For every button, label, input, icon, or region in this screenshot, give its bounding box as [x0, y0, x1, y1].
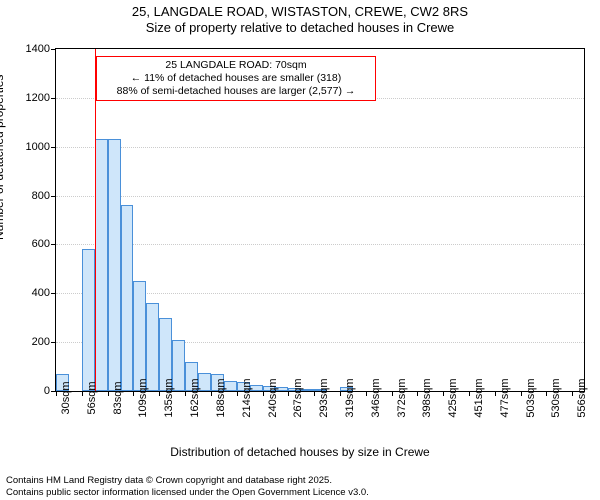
- x-tick-mark: [185, 392, 186, 396]
- x-tick-mark: [443, 392, 444, 396]
- x-tick-label: 372sqm: [396, 378, 408, 417]
- x-tick-mark: [417, 392, 418, 396]
- x-tick-label: 556sqm: [576, 378, 588, 417]
- histogram-bar: [95, 139, 108, 391]
- gridline-h: [56, 147, 584, 148]
- x-tick-mark: [288, 392, 289, 396]
- x-tick-label: 267sqm: [292, 378, 304, 417]
- x-tick-mark: [211, 392, 212, 396]
- y-tick-label: 200: [10, 336, 50, 348]
- x-tick-label: 109sqm: [137, 378, 149, 417]
- x-tick-mark: [263, 392, 264, 396]
- x-tick-mark: [314, 392, 315, 396]
- x-tick-label: 319sqm: [344, 378, 356, 417]
- y-tick-mark: [51, 391, 55, 392]
- annotation-line1: 25 LANGDALE ROAD: 70sqm: [103, 59, 369, 72]
- x-tick-mark: [366, 392, 367, 396]
- y-tick-label: 400: [10, 287, 50, 299]
- x-tick-label: 293sqm: [318, 378, 330, 417]
- chart-title-line1: 25, LANGDALE ROAD, WISTASTON, CREWE, CW2…: [0, 4, 600, 19]
- x-tick-label: 83sqm: [112, 381, 124, 414]
- y-tick-label: 0: [10, 385, 50, 397]
- x-tick-label: 214sqm: [241, 378, 253, 417]
- x-tick-mark: [108, 392, 109, 396]
- y-tick-label: 600: [10, 238, 50, 250]
- y-axis-label: Number of detached properties: [0, 75, 6, 240]
- x-tick-mark: [237, 392, 238, 396]
- gridline-h: [56, 196, 584, 197]
- x-tick-label: 135sqm: [163, 378, 175, 417]
- annotation-line3: 88% of semi-detached houses are larger (…: [103, 85, 369, 98]
- chart-title-line2: Size of property relative to detached ho…: [0, 20, 600, 35]
- y-tick-mark: [51, 244, 55, 245]
- y-tick-mark: [51, 49, 55, 50]
- x-axis-label: Distribution of detached houses by size …: [0, 445, 600, 459]
- attribution: Contains HM Land Registry data © Crown c…: [6, 475, 369, 498]
- annotation-line2: ← 11% of detached houses are smaller (31…: [103, 72, 369, 85]
- x-tick-label: 530sqm: [550, 378, 562, 417]
- x-tick-mark: [56, 392, 57, 396]
- histogram-bar: [133, 281, 146, 391]
- x-tick-label: 30sqm: [60, 381, 72, 414]
- x-tick-label: 477sqm: [499, 378, 511, 417]
- y-tick-label: 1400: [10, 43, 50, 55]
- x-tick-label: 56sqm: [86, 381, 98, 414]
- y-tick-label: 800: [10, 190, 50, 202]
- x-tick-label: 503sqm: [525, 378, 537, 417]
- x-tick-label: 398sqm: [421, 378, 433, 417]
- chart-root: 25, LANGDALE ROAD, WISTASTON, CREWE, CW2…: [0, 0, 600, 500]
- y-tick-mark: [51, 98, 55, 99]
- x-tick-mark: [546, 392, 547, 396]
- x-tick-label: 240sqm: [267, 378, 279, 417]
- x-tick-mark: [521, 392, 522, 396]
- attribution-line1: Contains HM Land Registry data © Crown c…: [6, 475, 369, 486]
- x-tick-label: 162sqm: [189, 378, 201, 417]
- x-tick-mark: [133, 392, 134, 396]
- x-tick-mark: [495, 392, 496, 396]
- gridline-h: [56, 244, 584, 245]
- x-tick-label: 451sqm: [473, 378, 485, 417]
- histogram-bar: [108, 139, 121, 391]
- histogram-bar: [121, 205, 134, 391]
- x-tick-mark: [159, 392, 160, 396]
- y-tick-label: 1200: [10, 92, 50, 104]
- y-tick-mark: [51, 342, 55, 343]
- x-tick-label: 425sqm: [447, 378, 459, 417]
- annotation-box: 25 LANGDALE ROAD: 70sqm ← 11% of detache…: [96, 56, 376, 101]
- y-tick-mark: [51, 196, 55, 197]
- x-tick-mark: [392, 392, 393, 396]
- histogram-bar: [82, 249, 95, 391]
- x-tick-label: 188sqm: [215, 378, 227, 417]
- x-tick-mark: [82, 392, 83, 396]
- y-tick-label: 1000: [10, 141, 50, 153]
- x-tick-label: 346sqm: [370, 378, 382, 417]
- x-tick-mark: [340, 392, 341, 396]
- x-tick-mark: [572, 392, 573, 396]
- x-tick-mark: [469, 392, 470, 396]
- y-tick-mark: [51, 293, 55, 294]
- y-tick-mark: [51, 147, 55, 148]
- attribution-line2: Contains public sector information licen…: [6, 487, 369, 498]
